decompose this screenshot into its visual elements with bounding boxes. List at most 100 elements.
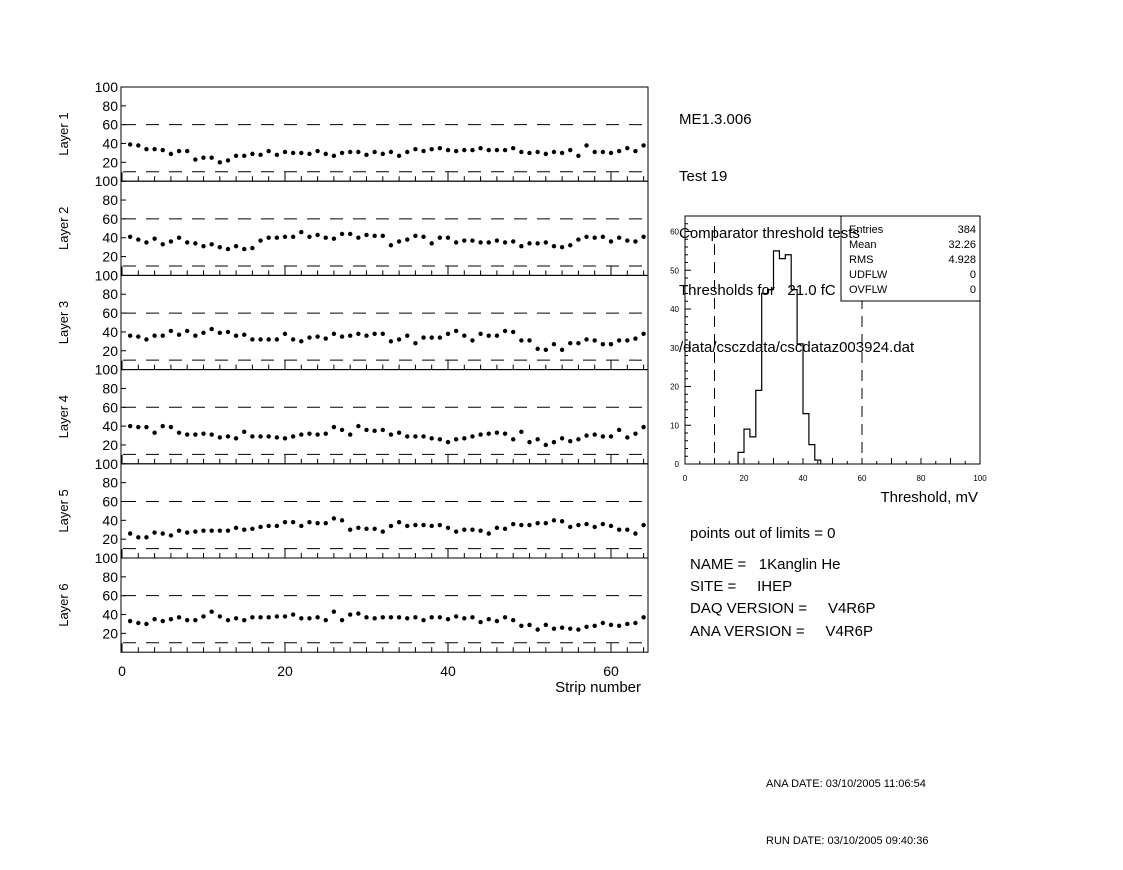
layer-label: Layer 6	[56, 583, 71, 626]
data-point	[266, 235, 271, 240]
layer-panel-frame	[120, 274, 649, 371]
data-point	[258, 337, 263, 342]
data-point	[551, 243, 557, 249]
y-tick-label: 100	[95, 79, 119, 95]
data-point	[250, 434, 255, 439]
y-tick-label: 80	[102, 380, 118, 396]
data-point	[625, 621, 630, 627]
y-tick-label: 40	[102, 418, 118, 434]
data-point	[372, 616, 377, 621]
y-tick-label: 80	[102, 192, 118, 208]
y-tick-label: 80	[102, 98, 118, 114]
data-point	[282, 331, 288, 337]
data-point	[608, 622, 614, 628]
data-point	[421, 434, 426, 439]
data-point	[600, 620, 606, 626]
data-point	[592, 524, 597, 530]
data-point	[144, 146, 149, 152]
data-point	[266, 615, 271, 620]
data-point	[453, 328, 459, 334]
data-point	[315, 334, 320, 339]
data-point	[339, 231, 345, 237]
data-point	[568, 243, 573, 248]
data-point	[600, 521, 606, 527]
data-point	[364, 333, 369, 338]
data-point	[193, 529, 198, 534]
histogram-bars	[737, 250, 822, 464]
data-point	[519, 522, 524, 528]
layer-label: Layer 1	[56, 112, 71, 155]
data-point	[470, 434, 475, 439]
data-point	[576, 437, 581, 442]
data-point	[421, 234, 426, 239]
data-point	[168, 424, 174, 430]
data-point	[608, 434, 614, 439]
data-point	[185, 432, 190, 437]
data-point	[315, 232, 320, 238]
data-point	[413, 233, 418, 239]
data-point	[290, 234, 296, 239]
data-point	[429, 436, 434, 441]
data-point	[331, 609, 337, 614]
y-tick-label: 20	[102, 625, 118, 641]
data-point	[396, 337, 402, 342]
data-point	[388, 243, 394, 248]
data-point	[348, 527, 353, 532]
data-point	[372, 526, 377, 531]
data-point	[527, 150, 532, 156]
data-point	[250, 245, 255, 251]
data-point	[225, 528, 231, 533]
data-point	[478, 146, 483, 151]
y-tick-label: 20	[102, 437, 118, 453]
data-point	[331, 331, 337, 337]
data-point	[193, 241, 198, 246]
data-point	[405, 149, 410, 155]
data-point	[323, 151, 328, 157]
data-point	[625, 527, 630, 532]
data-point	[176, 148, 182, 154]
data-point	[282, 520, 288, 525]
data-point	[600, 341, 606, 347]
data-point	[348, 333, 353, 338]
data-point	[527, 241, 532, 246]
site: SITE = IHEP	[690, 578, 793, 595]
data-point	[136, 334, 141, 339]
data-point	[462, 616, 467, 621]
data-point	[429, 146, 434, 152]
data-point	[266, 148, 271, 154]
data-point	[193, 617, 198, 623]
data-point	[233, 436, 239, 441]
data-point	[396, 615, 402, 620]
data-point	[616, 338, 622, 343]
data-point	[127, 234, 133, 239]
data-point	[543, 347, 548, 353]
data-point	[388, 432, 394, 437]
data-point	[144, 337, 149, 342]
hist-y-tick-label: 30	[670, 344, 679, 353]
data-point	[396, 430, 402, 435]
data-point	[372, 331, 377, 337]
data-point	[453, 148, 459, 154]
data-point	[168, 328, 174, 334]
data-point	[299, 616, 304, 621]
data-point	[250, 526, 255, 531]
data-point	[299, 339, 304, 344]
data-point	[242, 617, 247, 623]
data-point	[233, 153, 239, 158]
data-point	[290, 520, 296, 525]
data-point	[176, 528, 182, 533]
data-point	[380, 331, 385, 337]
data-point	[152, 430, 157, 435]
stats-label: Entries	[849, 224, 884, 236]
data-point	[502, 147, 508, 153]
stats-value: 0	[970, 269, 976, 281]
hist-x-tick-label: 80	[917, 474, 926, 483]
data-point	[511, 437, 516, 442]
data-point	[502, 526, 508, 531]
data-point	[494, 430, 500, 435]
data-point	[299, 150, 304, 156]
data-point	[445, 331, 451, 337]
data-point	[144, 240, 149, 245]
data-point	[290, 150, 296, 156]
